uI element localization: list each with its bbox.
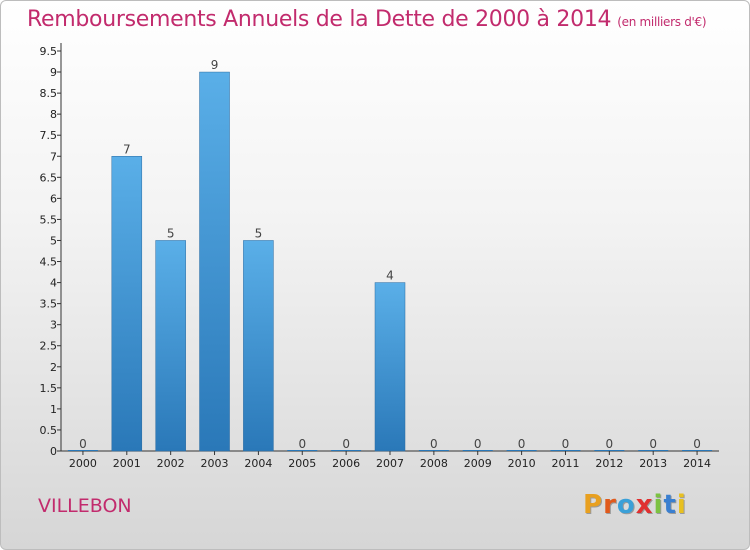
logo-letter: x (635, 490, 654, 520)
bar-2001 (111, 156, 143, 452)
y-tick-label: 9 (50, 66, 57, 79)
data-label-2008: 0 (430, 437, 438, 451)
x-tick-label: 2003 (201, 457, 229, 470)
bar-2009 (462, 450, 493, 451)
data-label-2013: 0 (649, 437, 657, 451)
x-tick-label: 2001 (113, 457, 141, 470)
x-tick-label: 2007 (376, 457, 404, 470)
x-tick-label: 2008 (420, 457, 448, 470)
chart-bars (67, 71, 713, 452)
x-tick-label: 2004 (244, 457, 272, 470)
y-tick-label: 7 (50, 150, 57, 163)
bar-2002 (155, 240, 186, 452)
y-tick-label: 0 (50, 445, 57, 458)
x-tick-label: 2012 (595, 457, 623, 470)
proxiti-logo[interactable]: Proxiti (583, 490, 687, 520)
data-label-2005: 0 (298, 437, 306, 451)
y-tick-label: 2 (50, 361, 57, 374)
data-label-2003: 9 (211, 58, 219, 72)
bar-2004 (243, 240, 274, 452)
bar-2003 (199, 71, 230, 452)
y-tick-label: 9.5 (40, 45, 58, 58)
y-tick-label: 4 (50, 277, 57, 290)
bar-2013 (638, 450, 669, 451)
bar-2000 (67, 450, 98, 451)
data-label-2010: 0 (518, 437, 526, 451)
y-tick-label: 8.5 (40, 87, 58, 100)
x-tick-label: 2010 (508, 457, 536, 470)
bar-2014 (682, 450, 713, 451)
logo-letter: i (676, 490, 687, 520)
data-label-2012: 0 (606, 437, 614, 451)
x-tick-label: 2009 (464, 457, 492, 470)
bar-2006 (331, 450, 362, 451)
data-label-2006: 0 (342, 437, 350, 451)
logo-letter: r (603, 490, 617, 520)
data-label-2004: 5 (255, 226, 263, 240)
data-label-2009: 0 (474, 437, 482, 451)
y-tick-label: 4.5 (40, 256, 58, 269)
data-label-2002: 5 (167, 226, 175, 240)
bar-2007 (374, 282, 406, 452)
x-tick-label: 2014 (683, 457, 711, 470)
y-tick-label: 6.5 (40, 171, 58, 184)
y-tick-label: 5 (50, 234, 57, 247)
x-tick-label: 2000 (69, 457, 97, 470)
data-label-2007: 4 (386, 269, 394, 283)
data-label-2001: 7 (123, 142, 131, 156)
y-tick-label: 1 (50, 403, 57, 416)
y-tick-label: 1.5 (40, 382, 58, 395)
y-tick-label: 7.5 (40, 129, 58, 142)
x-tick-label: 2011 (551, 457, 579, 470)
y-tick-label: 0.5 (40, 424, 58, 437)
bar-2005 (287, 450, 318, 451)
chart-axes: 0 0.5 1 1.5 2 2.5 3 3.5 4 4.5 5 5.5 6 6.5 7 7.5 8 8.5 9 9.5… (40, 43, 719, 470)
town-name: VILLEBON (38, 495, 132, 517)
bar-2010 (506, 450, 537, 451)
bar-2008 (418, 450, 449, 451)
logo-letter: P (583, 490, 604, 520)
logo-letter: t (663, 490, 677, 520)
chart-labels: 0 7 5 9 5 0 0 4 0 0 0 0 0 0 0 (79, 58, 701, 451)
y-tick-label: 8 (50, 108, 57, 121)
data-label-2011: 0 (562, 437, 570, 451)
x-tick-label: 2005 (288, 457, 316, 470)
x-tick-label: 2013 (639, 457, 667, 470)
data-label-2014: 0 (693, 437, 701, 451)
chart-subtitle: (en milliers d'€) (617, 15, 707, 29)
x-tick-label: 2002 (157, 457, 185, 470)
bar-2011 (550, 450, 581, 451)
logo-letter: o (616, 490, 636, 520)
chart-title-text: Remboursements Annuels de la Dette de 20… (27, 7, 612, 32)
y-tick-label: 3.5 (40, 298, 58, 311)
chart-title: Remboursements Annuels de la Dette de 20… (27, 7, 707, 32)
y-tick-label: 2.5 (40, 340, 58, 353)
y-tick-label: 3 (50, 319, 57, 332)
y-tick-label: 5.5 (40, 213, 58, 226)
y-tick-label: 6 (50, 192, 57, 205)
logo-letter: i (653, 490, 664, 520)
x-tick-label: 2006 (332, 457, 360, 470)
bar-2012 (594, 450, 625, 451)
data-label-2000: 0 (79, 437, 87, 451)
